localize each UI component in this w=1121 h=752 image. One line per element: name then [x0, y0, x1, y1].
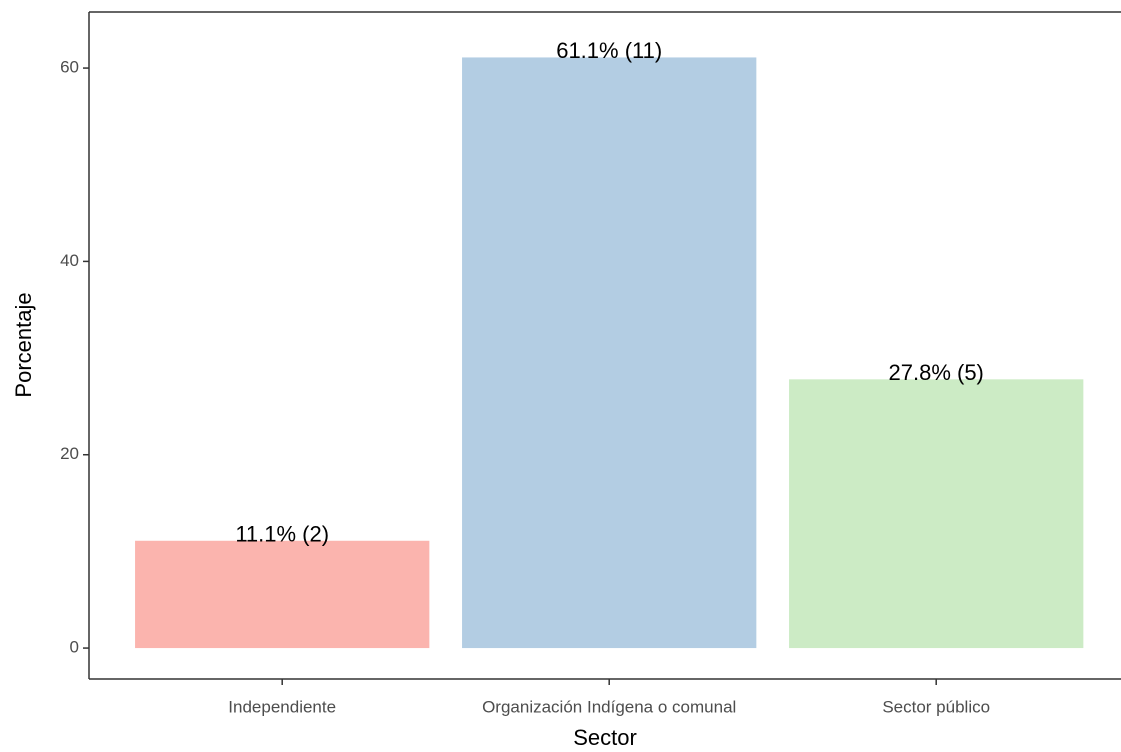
y-tick-label: 40	[60, 251, 79, 270]
data-label: 27.8% (5)	[889, 360, 984, 385]
bar	[462, 57, 757, 649]
bar	[135, 540, 430, 649]
x-axis-title: Sector	[573, 725, 637, 750]
data-label: 61.1% (11)	[556, 38, 662, 63]
data-label: 11.1% (2)	[235, 522, 329, 547]
x-tick-label: Organización Indígena o comunal	[482, 697, 736, 716]
x-tick-label: Independiente	[228, 697, 336, 716]
y-axis-title: Porcentaje	[11, 292, 36, 397]
y-tick-label: 20	[60, 444, 79, 463]
x-tick-label: Sector público	[882, 697, 990, 716]
y-tick-label: 60	[60, 58, 79, 77]
bar	[789, 379, 1084, 649]
y-tick-label: 0	[70, 638, 79, 657]
